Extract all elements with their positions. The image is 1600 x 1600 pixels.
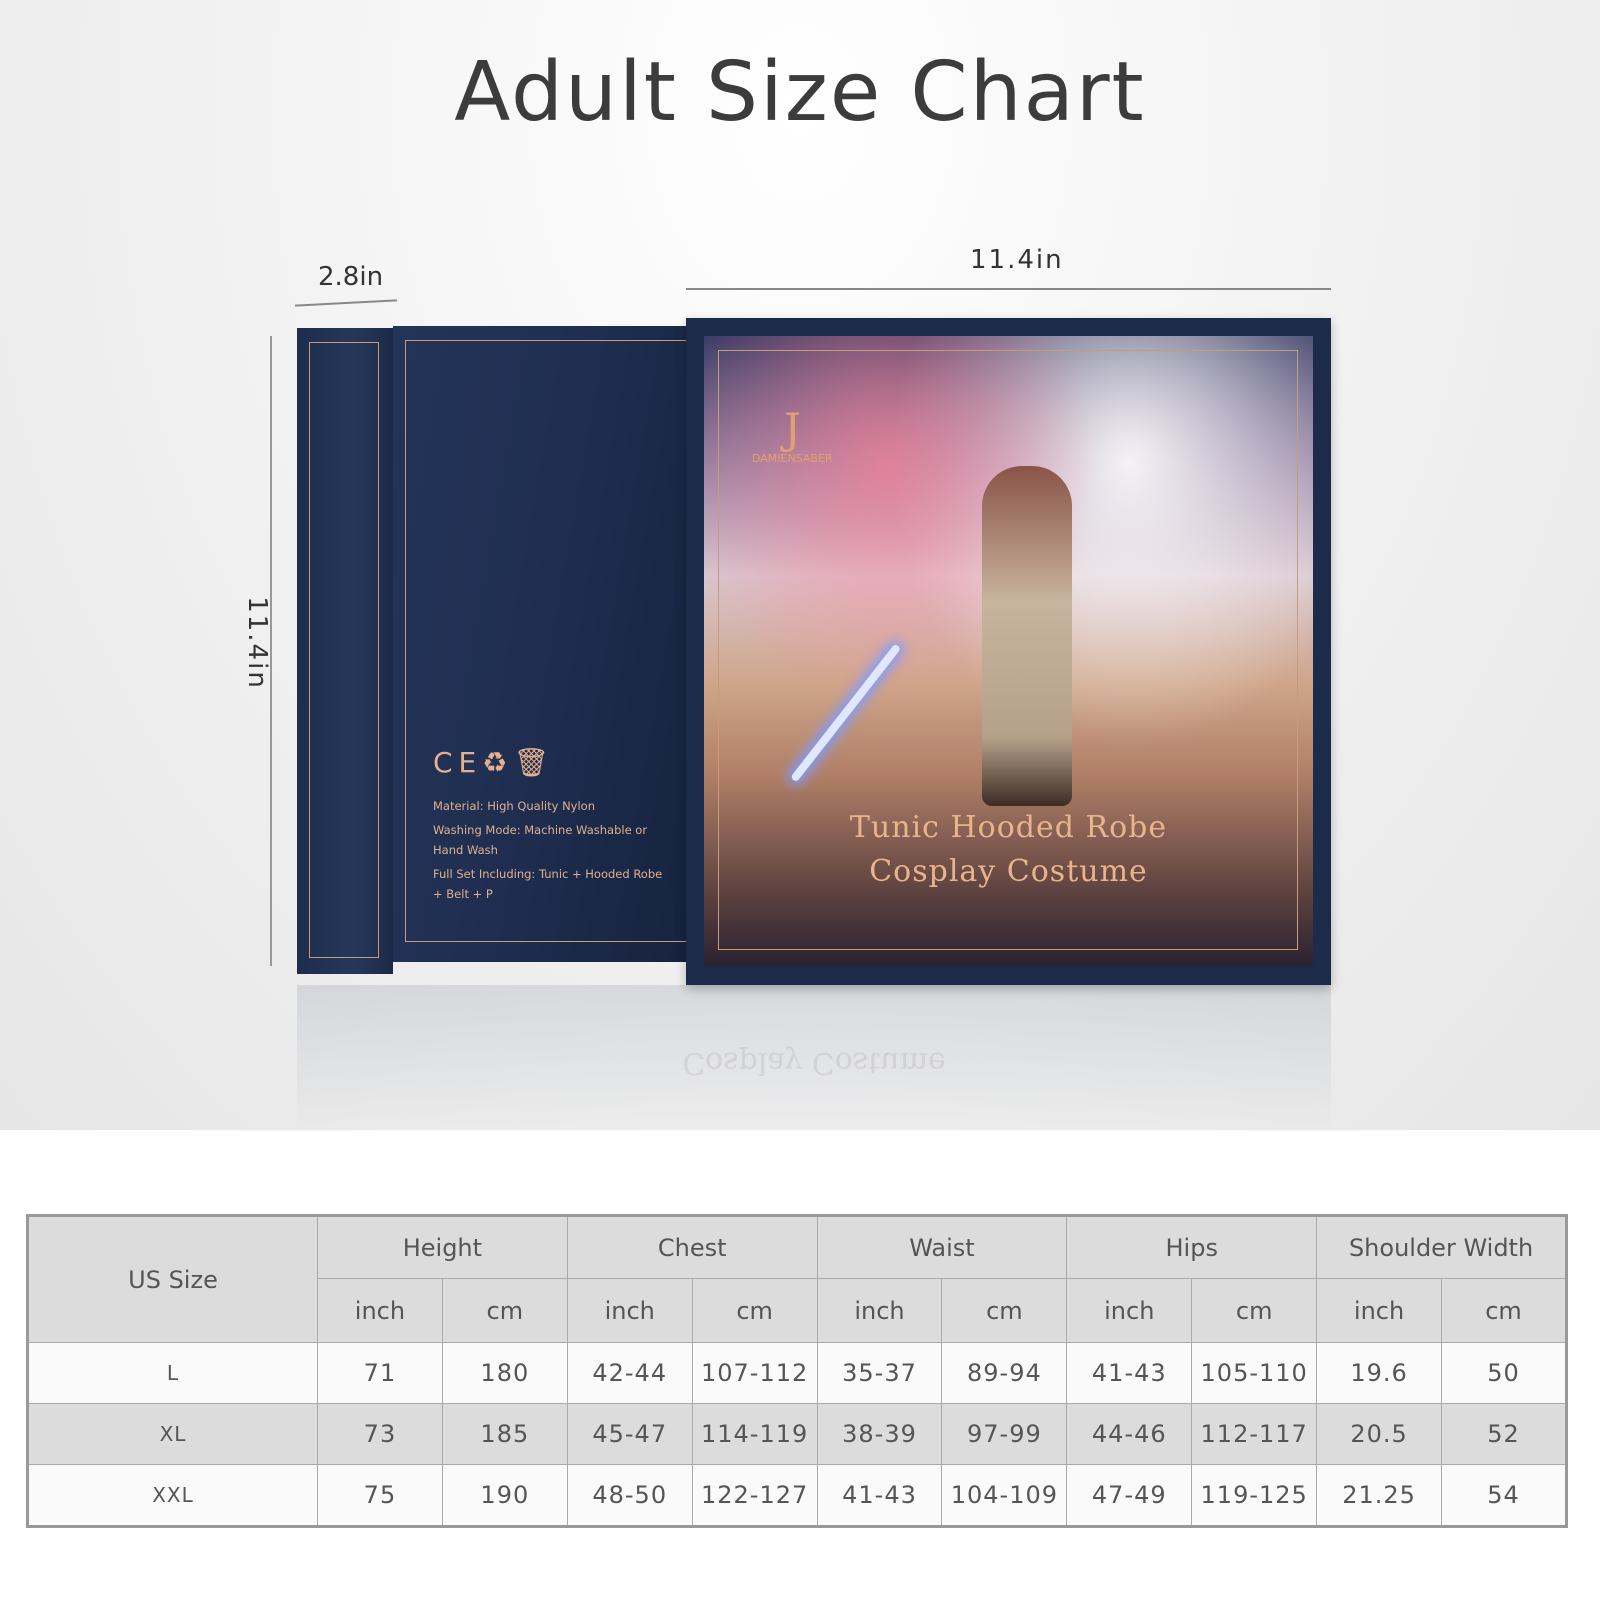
product-name-line-2: Cosplay Costume (869, 854, 1148, 889)
table-row: L 71 180 42-44 107-112 35-37 89-94 41-43 105-110… (27, 1342, 1567, 1404)
measurement-cell: 38-39 (816, 1403, 943, 1465)
measurement-cell: 54 (1441, 1464, 1567, 1527)
brand-logo: J DAMIENSABER (752, 404, 833, 466)
size-cell: XXL (27, 1464, 318, 1527)
cover-frame (718, 350, 1298, 950)
box-back-panel: CE♻🗑 Material: High Quality Nylon Washin… (393, 326, 686, 962)
measurement-cell: 75 (317, 1464, 443, 1527)
measurement-cell: 44-46 (1066, 1403, 1193, 1465)
measurement-cell: 105-110 (1191, 1342, 1318, 1404)
unit-cm: cm (1191, 1278, 1318, 1343)
unit-inch: inch (317, 1278, 443, 1343)
measurement-cell: 35-37 (816, 1342, 943, 1404)
measurement-cell: 119-125 (1191, 1464, 1318, 1527)
back-frame (405, 340, 686, 942)
us-size-header: US Size (27, 1215, 318, 1343)
unit-cm: cm (441, 1278, 568, 1343)
ce-mark-icon: CE (433, 746, 483, 779)
measurement-cell: 19.6 (1316, 1342, 1443, 1404)
measurement-cell: 41-43 (1066, 1342, 1193, 1404)
measurement-cell: 107-112 (691, 1342, 818, 1404)
unit-cm: cm (1441, 1278, 1567, 1343)
measurement-cell: 89-94 (941, 1342, 1068, 1404)
spine-frame (309, 342, 379, 958)
depth-label: 2.8in (318, 262, 384, 292)
unit-inch: inch (1066, 1278, 1193, 1343)
height-label: 11.4in (241, 596, 272, 690)
height-line (270, 336, 272, 966)
width-line (686, 288, 1331, 290)
measurement-cell: 122-127 (691, 1464, 818, 1527)
measurement-cell: 71 (317, 1342, 443, 1404)
material-line: Material: High Quality Nylon (433, 799, 596, 813)
box-reflection: Cosplay Costume (297, 985, 1331, 1130)
unit-cm: cm (941, 1278, 1068, 1343)
product-name-line-1: Tunic Hooded Robe (849, 810, 1168, 845)
page-title: Adult Size Chart (454, 45, 1146, 140)
size-cell: XL (27, 1403, 318, 1465)
measurement-cell: 112-117 (1191, 1403, 1318, 1465)
measurement-cell: 104-109 (941, 1464, 1068, 1527)
size-cell: L (27, 1342, 318, 1404)
width-label: 11.4in (970, 245, 1064, 275)
hips-header: Hips (1066, 1215, 1318, 1279)
robed-figure (982, 466, 1072, 806)
height-header: Height (317, 1215, 568, 1279)
measurement-cell: 21.25 (1316, 1464, 1443, 1527)
unit-cm: cm (691, 1278, 818, 1343)
measurement-cell: 190 (441, 1464, 568, 1527)
size-chart-table: US Size Height Chest Waist Hips Shoulder… (26, 1214, 1568, 1528)
measurement-cell: 41-43 (816, 1464, 943, 1527)
measurement-cell: 42-44 (566, 1342, 693, 1404)
certification-icons: CE♻🗑 (433, 746, 555, 780)
table-row: XXL 75 190 48-50 122-127 41-43 104-109 47-49 119… (27, 1464, 1567, 1527)
measurement-cell: 52 (1441, 1403, 1567, 1465)
table-row: XL 73 185 45-47 114-119 38-39 97-99 44-46 112-11… (27, 1403, 1567, 1465)
box-spine (297, 328, 393, 974)
set-line: Full Set Including: Tunic + Hooded Robe … (433, 867, 663, 901)
unit-inch: inch (1316, 1278, 1443, 1343)
product-name: Tunic Hooded Robe Cosplay Costume (704, 806, 1313, 894)
unit-inch: inch (566, 1278, 693, 1343)
measurement-cell: 114-119 (691, 1403, 818, 1465)
measurement-cell: 185 (441, 1403, 568, 1465)
chest-header: Chest (566, 1215, 818, 1279)
unit-inch: inch (816, 1278, 943, 1343)
brand-name: DAMIENSABER (752, 452, 833, 465)
measurement-cell: 45-47 (566, 1403, 693, 1465)
measurement-cell: 47-49 (1066, 1464, 1193, 1527)
measurement-cell: 180 (441, 1342, 568, 1404)
measurement-cell: 20.5 (1316, 1403, 1443, 1465)
measurement-cell: 97-99 (941, 1403, 1068, 1465)
trash-bin-icon: 🗑 (513, 746, 555, 779)
measurement-cell: 73 (317, 1403, 443, 1465)
measurement-cell: 50 (1441, 1342, 1567, 1404)
box-back-text: Material: High Quality Nylon Washing Mod… (433, 796, 673, 908)
box-front-cover: J DAMIENSABER Tunic Hooded Robe Cosplay … (686, 318, 1331, 985)
reflection-text: Cosplay Costume (682, 1045, 946, 1080)
waist-header: Waist (816, 1215, 1068, 1279)
recycle-icon: ♻ (482, 746, 514, 779)
cover-artwork: J DAMIENSABER Tunic Hooded Robe Cosplay … (704, 336, 1313, 966)
washing-line: Washing Mode: Machine Washable or Hand W… (433, 823, 648, 857)
measurement-cell: 48-50 (566, 1464, 693, 1527)
shoulder-width-header: Shoulder Width (1316, 1215, 1567, 1279)
